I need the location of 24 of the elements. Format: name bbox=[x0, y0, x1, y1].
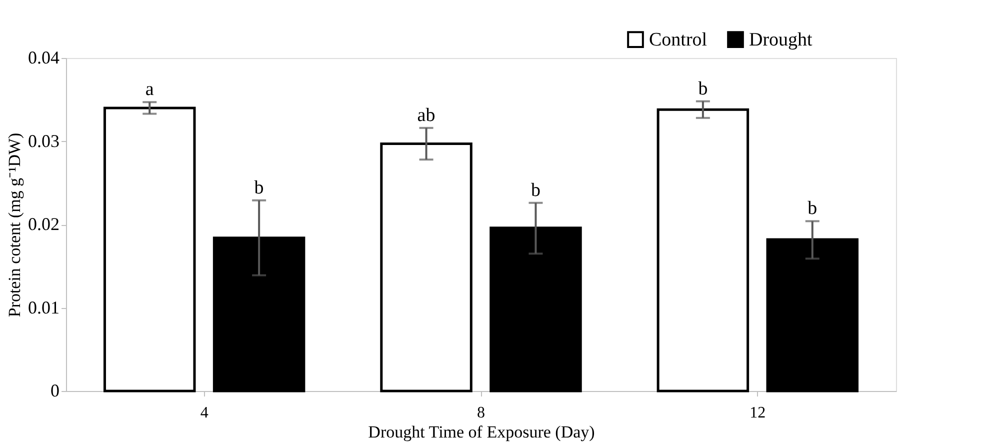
bar bbox=[103, 106, 196, 392]
y-tick-label: 0.01 bbox=[28, 297, 60, 318]
x-axis-title: Drought Time of Exposure (Day) bbox=[368, 422, 595, 442]
annotation: b bbox=[254, 177, 264, 198]
legend-label: Control bbox=[649, 30, 708, 51]
annotation: ab bbox=[417, 104, 436, 126]
x-tick-label: 12 bbox=[750, 404, 766, 422]
bar bbox=[490, 226, 582, 392]
annotation: b bbox=[808, 198, 818, 220]
x-tick-label: 8 bbox=[477, 404, 485, 422]
bar bbox=[380, 142, 472, 392]
y-tick-label: 0 bbox=[50, 380, 60, 400]
y-tick-label: 0.03 bbox=[28, 130, 60, 151]
annotation: b bbox=[530, 180, 540, 201]
y-tick-label: 0.02 bbox=[28, 214, 60, 234]
y-axis-title: Protein cotent (mg g⁻¹DW) bbox=[5, 132, 24, 318]
bar bbox=[212, 236, 306, 392]
annotation: a bbox=[145, 79, 154, 100]
bar bbox=[766, 238, 859, 392]
bar bbox=[656, 108, 750, 392]
x-tick-label: 4 bbox=[200, 404, 208, 422]
annotation: b bbox=[698, 78, 708, 100]
legend-label: Drought bbox=[749, 30, 814, 51]
y-tick-label: 0.04 bbox=[28, 48, 60, 68]
